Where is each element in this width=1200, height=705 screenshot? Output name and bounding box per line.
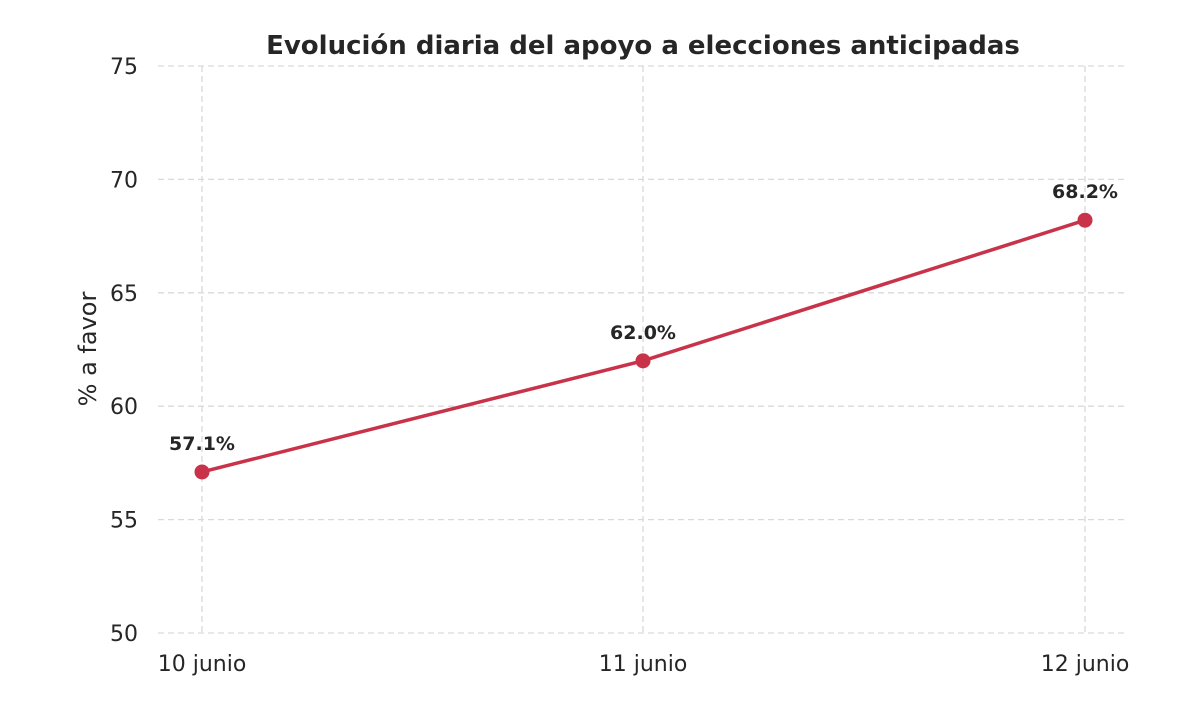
x-tick-label: 12 junio: [1041, 652, 1130, 677]
axes: 50 55 60 65 70 75 10 junio 11 junio 12 junio: [110, 55, 1129, 677]
data-point: [1077, 212, 1093, 228]
y-tick-label: 50: [110, 622, 138, 647]
data-labels: 57.1% 62.0% 68.2%: [169, 181, 1118, 455]
data-label: 57.1%: [169, 433, 235, 455]
x-tick-label: 11 junio: [599, 652, 688, 677]
y-axis-label: % a favor: [74, 292, 102, 407]
grid: [158, 65, 1128, 634]
data-label: 62.0%: [610, 322, 676, 344]
y-tick-label: 60: [110, 395, 138, 420]
series: [194, 212, 1093, 480]
y-tick-label: 65: [110, 282, 138, 307]
y-tick-label: 70: [110, 168, 138, 193]
data-label: 68.2%: [1052, 181, 1118, 203]
data-point: [635, 353, 651, 369]
x-tick-label: 10 junio: [158, 652, 247, 677]
chart-title: Evolución diaria del apoyo a elecciones …: [266, 31, 1020, 61]
y-tick-label: 75: [110, 55, 138, 80]
data-point: [194, 464, 210, 480]
y-tick-label: 55: [110, 509, 138, 534]
